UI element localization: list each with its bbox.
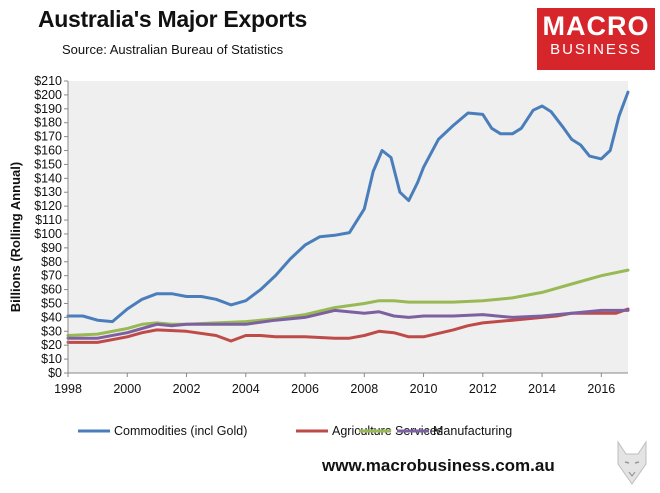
x-tick-label: 2016 <box>587 382 615 396</box>
y-tick-label: $0 <box>48 366 62 380</box>
legend-label-manufacturing: Manufacturing <box>433 424 512 438</box>
y-tick-label: $140 <box>34 171 62 185</box>
y-tick-label: $20 <box>41 338 62 352</box>
x-tick-label: 1998 <box>54 382 82 396</box>
series-line-manufacturing <box>66 308 630 340</box>
macrobusiness-logo[interactable]: MACRO BUSINESS <box>537 8 655 70</box>
y-axis: $0$10$20$30$40$50$60$70$80$90$100$110$12… <box>34 74 68 380</box>
y-tick-label: $40 <box>41 310 62 324</box>
x-tick-label: 2006 <box>291 382 319 396</box>
logo-line-macro: MACRO <box>542 11 650 41</box>
y-tick-label: $150 <box>34 157 62 171</box>
plot-area <box>68 81 628 373</box>
logo-line-business: BUSINESS <box>550 41 642 58</box>
x-tick-label: 2012 <box>469 382 497 396</box>
y-tick-label: $120 <box>34 199 62 213</box>
y-tick-label: $110 <box>35 213 62 227</box>
website-url[interactable]: www.macrobusiness.com.au <box>322 456 555 475</box>
y-tick-label: $60 <box>41 283 62 297</box>
x-tick-label: 2002 <box>173 382 201 396</box>
y-tick-label: $80 <box>41 255 62 269</box>
y-axis-label: Billions (Rolling Annual) <box>8 162 23 312</box>
y-tick-label: $200 <box>34 88 62 102</box>
series-line-services <box>66 268 630 337</box>
y-tick-label: $180 <box>34 116 62 130</box>
y-tick-label: $50 <box>41 296 62 310</box>
x-axis: 1998 2000 2002 2004 2006 2008 2010 2012 2014 2016 <box>54 373 615 396</box>
y-tick-label: $130 <box>34 185 62 199</box>
series-line-commodities <box>66 90 630 324</box>
x-tick-label: 2010 <box>410 382 438 396</box>
legend: Commodities (incl Gold) Agriculture Servic… <box>78 424 512 438</box>
source-note: Source: Australian Bureau of Statistics <box>62 42 284 57</box>
x-tick-label: 2004 <box>232 382 260 396</box>
y-tick-label: $170 <box>34 130 62 144</box>
y-tick-label: $160 <box>34 144 62 158</box>
legend-label-commodities: Commodities (incl Gold) <box>114 424 247 438</box>
chart-title: Australia's Major Exports <box>38 6 307 32</box>
y-tick-label: $90 <box>41 241 62 255</box>
x-tick-label: 2000 <box>113 382 141 396</box>
wolf-logo-icon <box>617 440 647 485</box>
y-tick-label: $100 <box>34 227 62 241</box>
x-tick-label: 2014 <box>528 382 556 396</box>
y-tick-label: $10 <box>41 352 62 366</box>
x-tick-label: 2008 <box>350 382 378 396</box>
y-tick-label: $30 <box>41 324 62 338</box>
y-tick-label: $210 <box>34 74 62 88</box>
y-tick-label: $190 <box>34 102 62 116</box>
series-lines <box>66 90 630 344</box>
y-tick-label: $70 <box>41 269 62 283</box>
